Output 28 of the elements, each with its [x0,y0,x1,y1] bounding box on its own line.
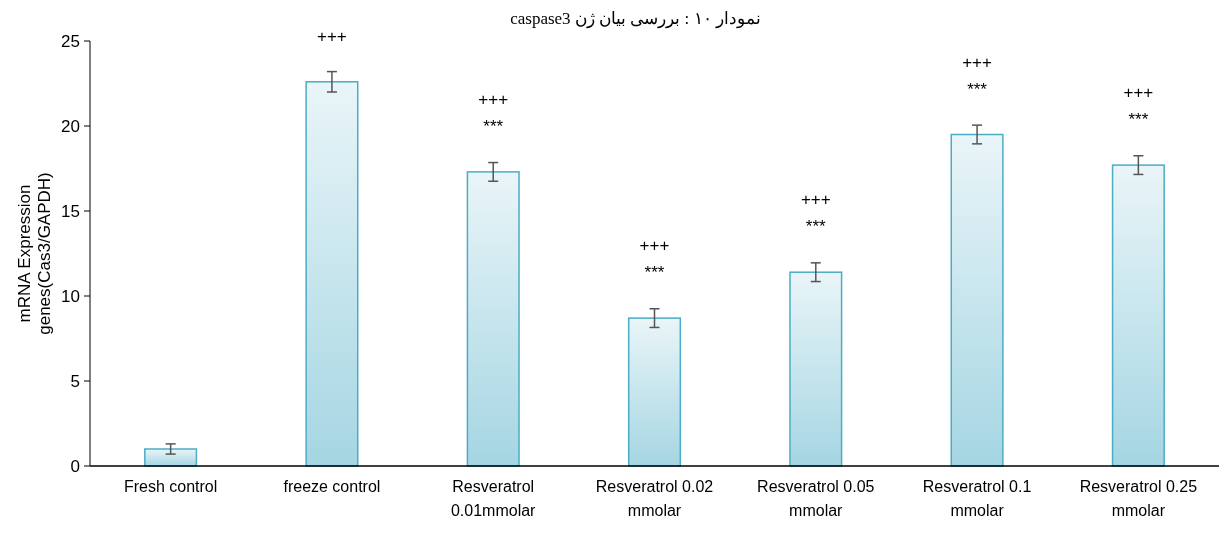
annotation: +++ *** [800,190,831,237]
y-tick-label: 20 [61,116,80,136]
x-tick-label: Fresh control [123,478,218,495]
y-tick-label: 25 [61,31,80,51]
annotation: +++ *** [962,52,993,99]
x-tick-label: Resveratrol 0.02 mmolar [595,478,714,519]
x-tick-label: Resveratrol 0.01mmolar [450,478,537,519]
bar [1111,164,1165,467]
annotation: +++ *** [639,236,670,283]
y-tick-label: 15 [61,201,80,221]
bar [627,317,682,467]
x-tick-label: Resveratrol 0.1 mmolar [922,478,1032,519]
bar [305,81,359,467]
annotation: +++ [317,26,347,46]
x-tick-label: freeze control [283,478,381,495]
y-tick-label: 5 [70,371,80,391]
annotation: +++ *** [1123,83,1154,130]
bar [466,171,520,467]
y-tick-label: 10 [61,286,80,306]
y-axis-title: mRNA Expression genes(Cas3/GAPDH) [15,172,54,335]
chart-title: نمودار ۱۰ : بررسی بیان ژن caspase3 [510,9,761,29]
x-tick-label: Resveratrol 0.05 mmolar [757,478,875,519]
y-tick-label: 0 [70,456,80,476]
x-tick-label: Resveratrol 0.25 mmolar [1079,478,1198,519]
bar [789,271,843,467]
annotation: +++ *** [478,89,509,136]
bar [144,448,198,467]
bar [950,133,1004,467]
